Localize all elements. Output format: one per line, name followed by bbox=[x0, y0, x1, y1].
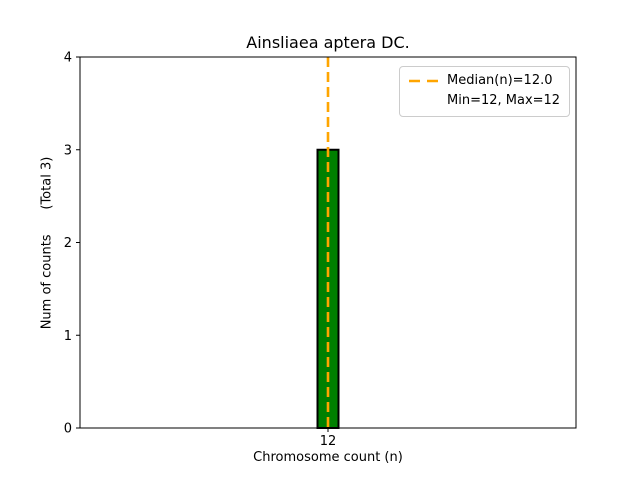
chart-title: Ainsliaea aptera DC. bbox=[246, 33, 410, 52]
legend-handle-spacer bbox=[409, 94, 439, 108]
x-axis-label: Chromosome count (n) bbox=[253, 450, 403, 465]
y-tick-label-4: 4 bbox=[64, 51, 72, 66]
legend-minmax-label: Min=12, Max=12 bbox=[447, 93, 561, 108]
median-dashed-line-swatch bbox=[409, 79, 439, 83]
y-tick-label-3: 3 bbox=[64, 143, 72, 158]
legend-entry-median: Median(n)=12.0 bbox=[409, 71, 560, 91]
x-tick-label-12: 12 bbox=[320, 434, 337, 449]
legend-entry-minmax: Min=12, Max=12 bbox=[409, 91, 560, 111]
y-tick-label-2: 2 bbox=[64, 236, 72, 251]
legend: Median(n)=12.0 Min=12, Max=12 bbox=[399, 66, 571, 117]
legend-median-label: Median(n)=12.0 bbox=[447, 73, 553, 88]
y-tick-label-0: 0 bbox=[64, 422, 72, 437]
y-axis-label: Num of counts (Total 3) bbox=[39, 156, 55, 330]
y-tick-label-1: 1 bbox=[64, 329, 72, 344]
